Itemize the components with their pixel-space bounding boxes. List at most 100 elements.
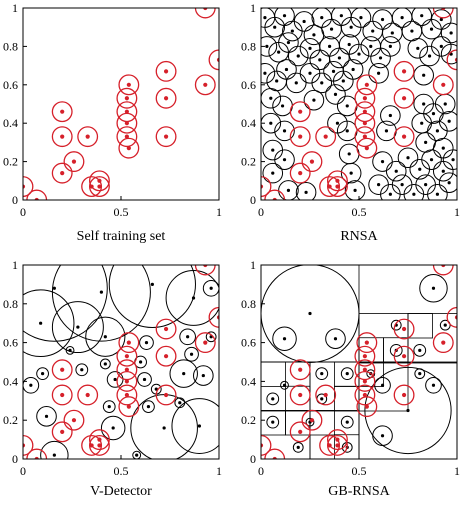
detector-center — [431, 286, 436, 290]
detector-center — [320, 397, 324, 401]
detector-circle — [364, 366, 452, 455]
y-tick-label: 0.4 — [241, 374, 256, 388]
detector-circle — [442, 149, 457, 170]
detector-circle — [340, 367, 354, 381]
detector-center — [406, 408, 410, 413]
panel-title: Self training set — [77, 229, 166, 244]
self-circle — [354, 112, 376, 134]
detector-center — [197, 424, 201, 428]
self-point — [323, 392, 328, 398]
self-circle — [432, 8, 454, 19]
self-circle — [116, 345, 138, 367]
detector-center — [427, 54, 432, 58]
self-circle — [77, 384, 99, 406]
self-point — [441, 265, 446, 268]
x-tick-label: 0 — [258, 464, 264, 478]
self-circle — [51, 359, 73, 381]
detector-center — [294, 81, 298, 85]
grid-cell — [261, 361, 286, 387]
detector-center — [320, 81, 324, 85]
detector-circle — [431, 9, 452, 30]
detector-center — [380, 160, 385, 164]
detector-center — [296, 445, 300, 449]
detector-center — [41, 372, 45, 376]
detector-center — [312, 33, 316, 37]
detector-center — [429, 27, 434, 31]
self-point — [71, 418, 77, 423]
y-tick-label: 0.8 — [3, 297, 18, 311]
self-circle — [51, 101, 73, 123]
self-point — [126, 82, 131, 87]
self-point — [454, 315, 457, 320]
detector-circle — [293, 11, 315, 32]
detector-circle — [280, 380, 289, 390]
detector-circle — [274, 149, 295, 170]
y-tick-label: 0 — [12, 452, 18, 466]
detector-center — [44, 414, 49, 418]
detector-center — [353, 188, 357, 192]
detector-circle — [102, 400, 116, 413]
self-circle — [194, 332, 216, 354]
self-point — [71, 159, 77, 164]
self-point — [401, 69, 407, 74]
y-tick-label: 0 — [250, 193, 256, 207]
self-point — [124, 392, 129, 398]
detector-center — [420, 14, 424, 18]
detector-center — [162, 426, 166, 430]
x-tick-label: 1 — [216, 464, 222, 478]
y-tick-label: 0.2 — [241, 413, 256, 427]
self-point — [362, 379, 367, 384]
self-point — [124, 109, 129, 114]
detector-circle — [23, 265, 108, 342]
detector-center — [135, 453, 139, 457]
detector-center — [443, 323, 447, 327]
detector-circle — [380, 105, 401, 126]
self-circle — [155, 87, 177, 109]
detector-circle — [425, 376, 442, 394]
detector-center — [308, 46, 312, 50]
detector-circle — [311, 72, 333, 94]
detector-center — [271, 420, 275, 424]
self-point — [362, 367, 367, 372]
detector-circle — [184, 346, 199, 362]
self-point — [124, 134, 129, 139]
detector-circle — [261, 87, 282, 109]
detector-center — [329, 27, 334, 31]
detector-circle — [278, 32, 299, 53]
self-circle — [393, 318, 415, 340]
self-point — [216, 57, 219, 62]
x-tick-label: 0 — [258, 205, 264, 219]
self-circle — [194, 265, 216, 276]
self-point — [441, 8, 446, 11]
detector-center — [341, 79, 345, 83]
detector-circle — [36, 406, 57, 427]
detector-center — [308, 311, 312, 316]
self-point — [441, 82, 446, 87]
self-point — [362, 392, 367, 398]
detector-circle — [380, 36, 401, 57]
self-circle — [155, 384, 177, 406]
detector-circle — [372, 151, 393, 172]
detector-center — [273, 25, 277, 29]
detector-circle — [65, 345, 75, 355]
detector-center — [443, 102, 447, 106]
self-point — [309, 418, 315, 423]
grid-cell — [261, 410, 286, 436]
self-circle — [26, 448, 48, 459]
detector-center — [312, 98, 316, 102]
detector-center — [345, 129, 349, 133]
y-tick-label: 1 — [12, 258, 18, 272]
detector-center — [201, 373, 205, 378]
detector-circle — [414, 368, 426, 380]
y-tick-label: 0.6 — [241, 78, 256, 92]
y-tick-label: 0.8 — [241, 297, 256, 311]
detector-circle — [261, 36, 278, 57]
detector-center — [282, 129, 287, 133]
detector-circle — [266, 392, 280, 406]
detector-center — [378, 56, 383, 60]
self-point — [323, 134, 328, 139]
detector-center — [429, 158, 434, 162]
detector-center — [280, 104, 285, 108]
self-circle — [116, 370, 138, 392]
